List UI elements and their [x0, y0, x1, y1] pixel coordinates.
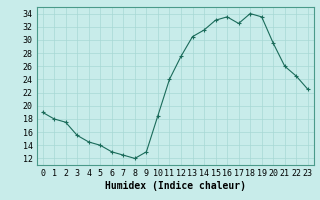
X-axis label: Humidex (Indice chaleur): Humidex (Indice chaleur): [105, 181, 246, 191]
